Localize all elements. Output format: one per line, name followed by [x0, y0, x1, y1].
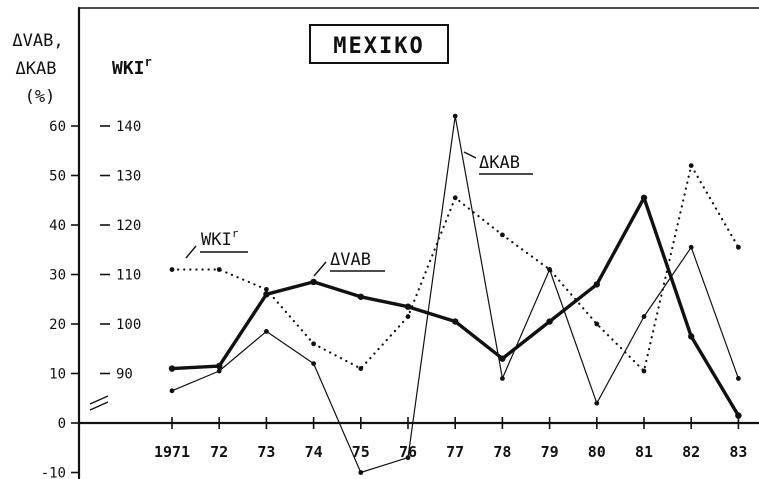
- data-point-0: [168, 365, 176, 372]
- data-point-0: [404, 303, 412, 310]
- data-point-1: [311, 361, 316, 366]
- y-right-label: WKIr: [112, 55, 152, 79]
- annotation-vab-label: ΔVAB: [330, 250, 371, 270]
- y-left-tick-label: 0: [58, 416, 66, 432]
- data-point-0: [499, 355, 506, 362]
- annotation-wki-leader: [185, 245, 197, 259]
- y-left-tick-label: -10: [41, 466, 66, 479]
- annotation-vab-leader: [313, 261, 327, 277]
- data-point-2: [547, 267, 552, 272]
- data-point-0: [216, 362, 223, 370]
- x-tick-label: 73: [257, 443, 275, 461]
- annotation-kab: ΔKAB: [463, 151, 533, 175]
- data-point-2: [405, 314, 411, 319]
- data-point-2: [169, 267, 175, 272]
- y-right-tick-label: 130: [116, 169, 141, 185]
- x-tick-label: 81: [635, 443, 653, 461]
- axis-ticks: -10 0 10 20 30 40 50 60 90 100 110 120 130 140 1971 72 7…: [41, 119, 748, 479]
- data-point-1: [594, 400, 600, 406]
- data-point-0: [688, 333, 695, 340]
- y-left-label-line-1: ΔVAB,: [12, 31, 63, 51]
- y-left-tick-label: 60: [49, 119, 66, 135]
- y-right-tick-label: 90: [116, 367, 133, 383]
- y-right-tick-label: 120: [116, 218, 141, 234]
- data-point-0: [263, 291, 270, 298]
- x-tick-label: 80: [588, 443, 606, 461]
- x-tick-label: 72: [210, 443, 228, 461]
- axis-break-mark: [89, 395, 109, 405]
- data-point-0: [452, 318, 459, 325]
- annotation-wki: WKIr: [185, 227, 248, 259]
- data-point-2: [736, 244, 741, 250]
- data-point-2: [452, 195, 458, 201]
- data-point-0: [735, 412, 742, 419]
- data-point-1: [405, 455, 411, 461]
- annotation-kab-label: ΔKAB: [479, 153, 520, 173]
- data-point-2: [358, 366, 364, 371]
- title-box: [309, 24, 449, 64]
- data-point-0: [310, 278, 317, 286]
- x-tick-label: 78: [493, 443, 511, 461]
- annotation-kab-leader: [463, 151, 477, 159]
- data-point-1: [500, 376, 505, 381]
- x-tick-label: 83: [729, 443, 747, 461]
- data-point-2: [641, 368, 647, 374]
- data-point-1: [452, 113, 458, 119]
- y-right-tick-label: 110: [116, 268, 141, 284]
- x-tick-label: 74: [305, 443, 323, 461]
- data-points: [168, 113, 742, 475]
- x-tick-label: 76: [399, 443, 417, 461]
- y-left-label-line-3: (%): [25, 87, 56, 107]
- data-point-1: [264, 329, 269, 334]
- data-point-2: [688, 163, 694, 169]
- annotation-wki-label: WKIr: [201, 227, 239, 250]
- data-point-0: [640, 194, 648, 201]
- data-point-0: [593, 281, 600, 288]
- data-point-1: [688, 244, 694, 250]
- data-point-1: [216, 368, 222, 374]
- y-right-tick-label: 100: [116, 317, 141, 333]
- annotation-vab: ΔVAB: [313, 250, 385, 277]
- y-left-label-line-2: ΔKAB: [16, 59, 57, 79]
- data-point-1: [169, 388, 175, 394]
- y-left-tick-label: 30: [49, 268, 66, 284]
- y-left-tick-label: 50: [49, 169, 66, 185]
- series-line-0: [171, 196, 740, 417]
- data-point-1: [641, 314, 647, 319]
- x-tick-label: 82: [682, 443, 700, 461]
- y-right-tick-label: 140: [116, 119, 141, 135]
- data-point-0: [546, 318, 553, 325]
- x-tick-label: 77: [446, 443, 464, 461]
- data-point-1: [736, 376, 741, 381]
- x-tick-label: 79: [541, 443, 559, 461]
- data-point-2: [264, 286, 269, 292]
- data-point-0: [357, 293, 364, 300]
- x-tick-label: 75: [352, 443, 370, 461]
- data-point-1: [358, 470, 364, 475]
- y-left-tick-label: 10: [49, 367, 66, 383]
- data-point-2: [500, 232, 505, 238]
- chart-title: MEXIKO: [333, 34, 424, 59]
- data-point-2: [594, 321, 600, 327]
- y-left-tick-label: 20: [49, 317, 66, 333]
- data-point-2: [311, 341, 316, 347]
- data-point-2: [216, 267, 222, 272]
- y-left-tick-label: 40: [49, 218, 66, 234]
- axis-break-mark: [89, 401, 109, 411]
- x-tick-label: 1971: [154, 443, 190, 461]
